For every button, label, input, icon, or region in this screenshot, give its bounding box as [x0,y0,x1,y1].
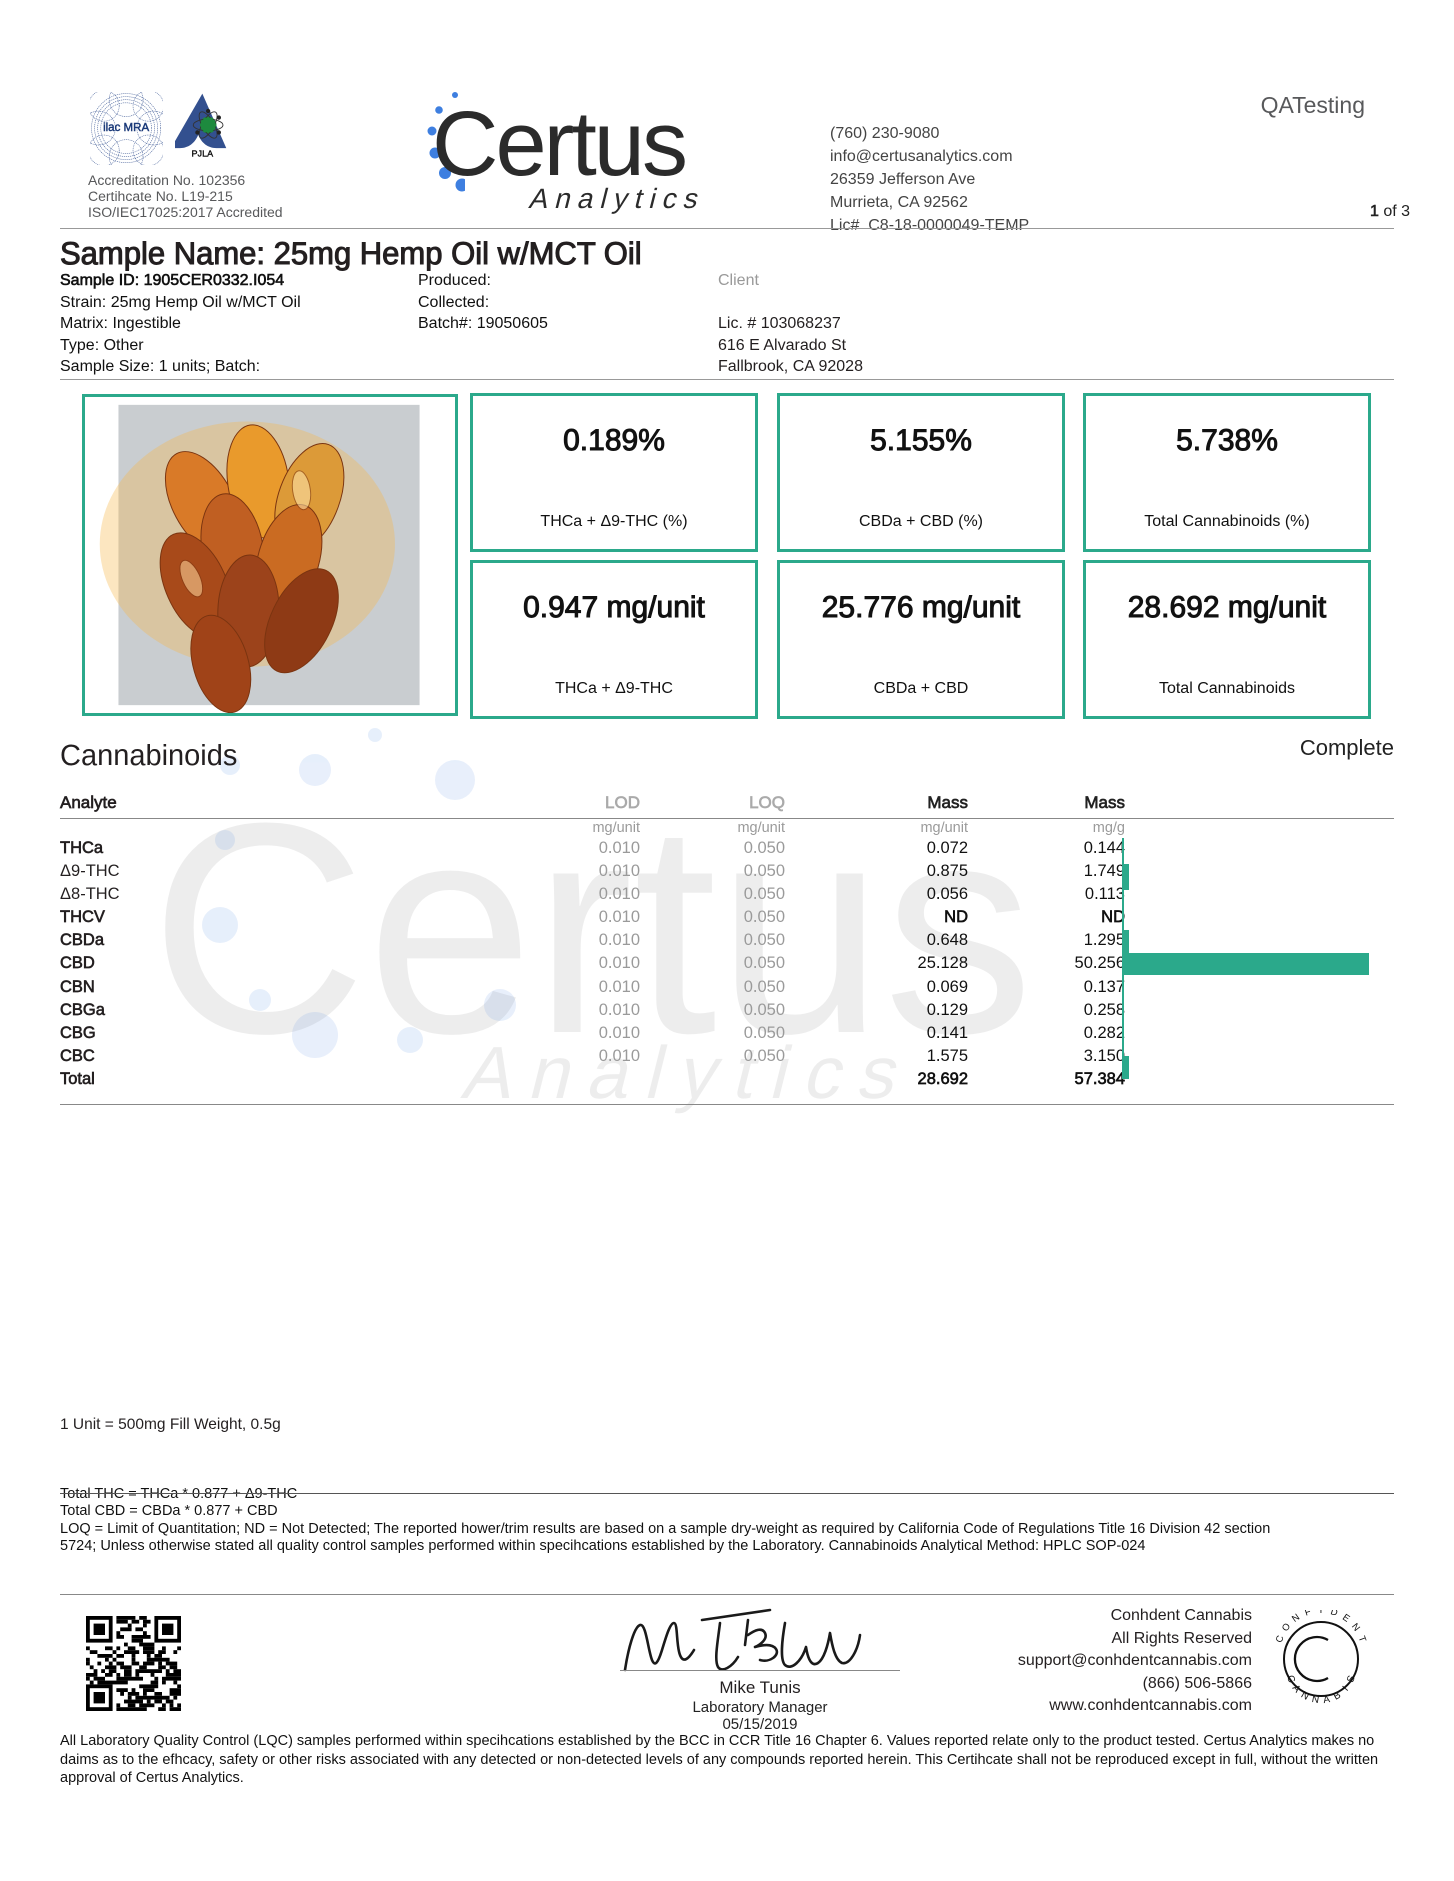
svg-text:ilac MRA: ilac MRA [103,121,150,134]
svg-text:N: N [1349,1621,1362,1633]
svg-text:E: E [1340,1612,1352,1625]
svg-text:N: N [1299,1690,1311,1703]
svg-text:I: I [1320,1610,1323,1616]
svg-text:N: N [1311,1694,1320,1706]
svg-text:S: S [1345,1674,1358,1684]
svg-text:T: T [1356,1635,1368,1644]
svg-text:C: C [1274,1634,1287,1644]
svg-text:C: C [1284,1674,1297,1685]
svg-text:D: D [1329,1610,1339,1619]
svg-text:O: O [1280,1621,1294,1634]
svg-text:PJLA: PJLA [192,148,215,158]
svg-text:N: N [1290,1612,1302,1625]
svg-text:A: A [1290,1683,1303,1695]
svg-text:F: F [1304,1610,1313,1619]
svg-text:B: B [1332,1690,1344,1703]
